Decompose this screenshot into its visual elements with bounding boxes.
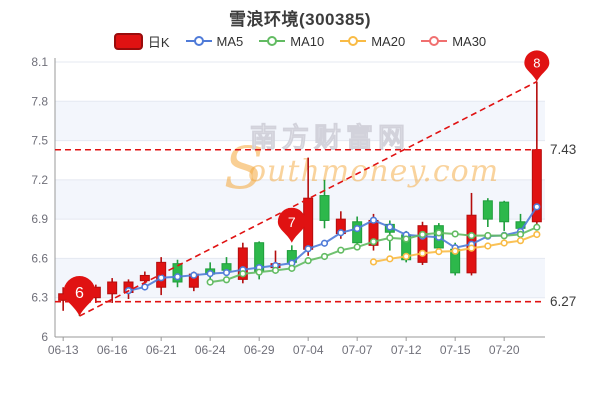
svg-text:6: 6 bbox=[41, 330, 48, 344]
svg-text:06-13: 06-13 bbox=[48, 343, 79, 357]
line-legend-icon bbox=[259, 36, 286, 46]
legend-label: MA20 bbox=[371, 33, 406, 49]
legend-item-ma20[interactable]: MA20 bbox=[340, 34, 405, 49]
candle-07-13 bbox=[417, 221, 428, 265]
svg-text:06-29: 06-29 bbox=[244, 343, 275, 357]
trend-line bbox=[79, 80, 538, 317]
candle-07-20 bbox=[499, 200, 510, 231]
line-legend-icon bbox=[185, 36, 212, 46]
reference-line-7.43: 7.43 bbox=[55, 142, 576, 157]
legend-item-ma5[interactable]: MA5 bbox=[185, 33, 244, 49]
svg-text:8.1: 8.1 bbox=[31, 55, 48, 69]
line-legend-icon bbox=[340, 36, 367, 46]
svg-text:6.9: 6.9 bbox=[31, 212, 48, 226]
marker-pin-label: 7 bbox=[288, 214, 296, 230]
marker-pin-8: 8 bbox=[524, 50, 550, 82]
reference-value-label: 6.27 bbox=[550, 294, 576, 309]
svg-text:07-15: 07-15 bbox=[440, 343, 471, 357]
svg-text:7.2: 7.2 bbox=[31, 173, 48, 187]
svg-text:6.3: 6.3 bbox=[31, 291, 48, 305]
legend-item-daily-k[interactable]: 日K bbox=[113, 32, 170, 51]
legend-item-ma10[interactable]: MA10 bbox=[259, 34, 324, 49]
page-title: 雪浪环境(300385) bbox=[228, 10, 372, 29]
reference-line-6.27: 6.27 bbox=[55, 294, 576, 309]
candlestick-legend-icon bbox=[113, 32, 143, 50]
ma20-line bbox=[369, 230, 541, 266]
marker-pin-7: 7 bbox=[277, 207, 306, 243]
marker-pin-label: 8 bbox=[533, 56, 540, 71]
svg-text:07-20: 07-20 bbox=[489, 343, 520, 357]
marker-pin-label: 6 bbox=[75, 285, 84, 302]
svg-text:07-12: 07-12 bbox=[391, 343, 422, 357]
svg-text:S: S bbox=[224, 134, 264, 202]
svg-text:南方财富网: 南方财富网 bbox=[250, 122, 410, 153]
legend-label: 日K bbox=[147, 34, 170, 50]
svg-text:07-04: 07-04 bbox=[293, 343, 324, 357]
x-axis-labels: 06-13 06-16 06-21 06-24 06-29 07-04 07-07 07-12… bbox=[48, 337, 520, 357]
ma10-line bbox=[206, 223, 541, 286]
y-axis-labels: 6 6.3 6.6 6.9 7.2 7.5 7.8 8.1 bbox=[31, 55, 48, 344]
chart-legend: 日K MA5 MA10 MA20 MA30 bbox=[0, 31, 600, 51]
gridlines bbox=[55, 61, 545, 299]
svg-text:7.8: 7.8 bbox=[31, 94, 48, 108]
svg-text:outhmoney.com: outhmoney.com bbox=[248, 154, 499, 189]
axes bbox=[54, 58, 545, 338]
candle-06-16 bbox=[107, 278, 118, 303]
svg-text:06-21: 06-21 bbox=[146, 343, 177, 357]
reference-value-label: 7.43 bbox=[550, 142, 576, 157]
svg-text:7.5: 7.5 bbox=[31, 134, 48, 148]
svg-text:06-16: 06-16 bbox=[97, 343, 128, 357]
candle-07-19 bbox=[482, 198, 493, 227]
line-legend-icon bbox=[421, 36, 448, 46]
svg-text:07-07: 07-07 bbox=[342, 343, 373, 357]
legend-label: MA10 bbox=[290, 33, 325, 49]
legend-label: MA5 bbox=[216, 33, 244, 49]
legend-item-ma30[interactable]: MA30 bbox=[421, 34, 486, 49]
svg-text:6.6: 6.6 bbox=[31, 251, 48, 265]
marker-pin-6: 6 bbox=[63, 276, 96, 317]
svg-text:06-24: 06-24 bbox=[195, 343, 226, 357]
candle-07-05 bbox=[319, 179, 330, 229]
legend-label: MA30 bbox=[452, 33, 487, 49]
